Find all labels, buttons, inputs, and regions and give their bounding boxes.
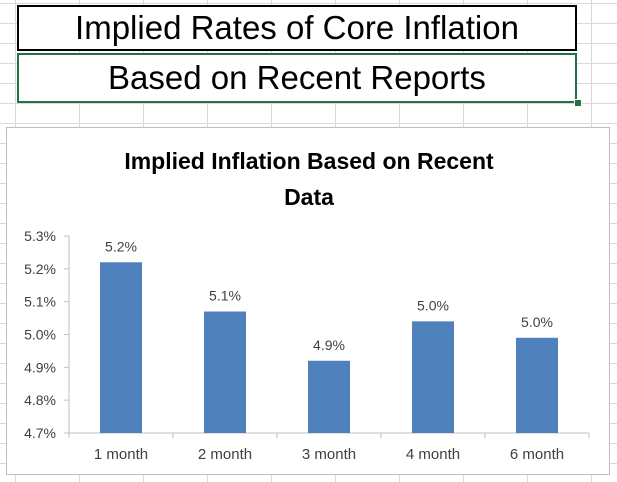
category-label: 3 month <box>302 446 356 463</box>
data-label: 5.0% <box>521 314 553 330</box>
bar-chart: Implied Inflation Based on Recent Data 5… <box>24 148 590 463</box>
chart-bars <box>100 262 558 433</box>
category-label: 4 month <box>406 446 460 463</box>
category-label: 1 month <box>94 446 148 463</box>
bar[interactable] <box>412 321 454 433</box>
y-tick-label: 5.1% <box>24 294 56 310</box>
title-cell-line2-selected[interactable]: Based on Recent Reports <box>17 53 577 103</box>
bar[interactable] <box>204 311 246 433</box>
chart-title-line2: Data <box>284 184 334 210</box>
category-label: 2 month <box>198 446 252 463</box>
title-cell-line2-text: Based on Recent Reports <box>108 59 486 96</box>
bar[interactable] <box>516 337 558 433</box>
data-label: 5.0% <box>417 297 449 313</box>
y-tick-label: 4.9% <box>24 359 56 375</box>
fill-handle[interactable] <box>574 99 582 107</box>
data-label: 4.9% <box>313 337 345 353</box>
y-tick-label: 4.7% <box>24 425 56 441</box>
title-cell-line1-text: Implied Rates of Core Inflation <box>75 9 519 46</box>
chart-area[interactable]: Implied Inflation Based on Recent Data 5… <box>6 127 610 475</box>
chart-axes: 5.3% 5.2% 5.1% 5.0% 4.9% 4.8% 4.7% <box>24 228 590 441</box>
category-label: 6 month <box>510 446 564 463</box>
chart-title-line1: Implied Inflation Based on Recent <box>124 148 494 174</box>
data-label: 5.2% <box>105 238 137 254</box>
data-label: 5.1% <box>209 288 241 304</box>
y-tick-label: 4.8% <box>24 392 56 408</box>
y-tick-label: 5.3% <box>24 228 56 244</box>
bar[interactable] <box>100 262 142 433</box>
y-tick-label: 5.0% <box>24 327 56 343</box>
title-cell-line1[interactable]: Implied Rates of Core Inflation <box>17 5 577 51</box>
y-tick-label: 5.2% <box>24 261 56 277</box>
bar[interactable] <box>308 360 350 433</box>
chart-labels: 5.2% 1 month 5.1% 2 month 4.9% 3 month 5.0% 4 m… <box>94 238 564 463</box>
